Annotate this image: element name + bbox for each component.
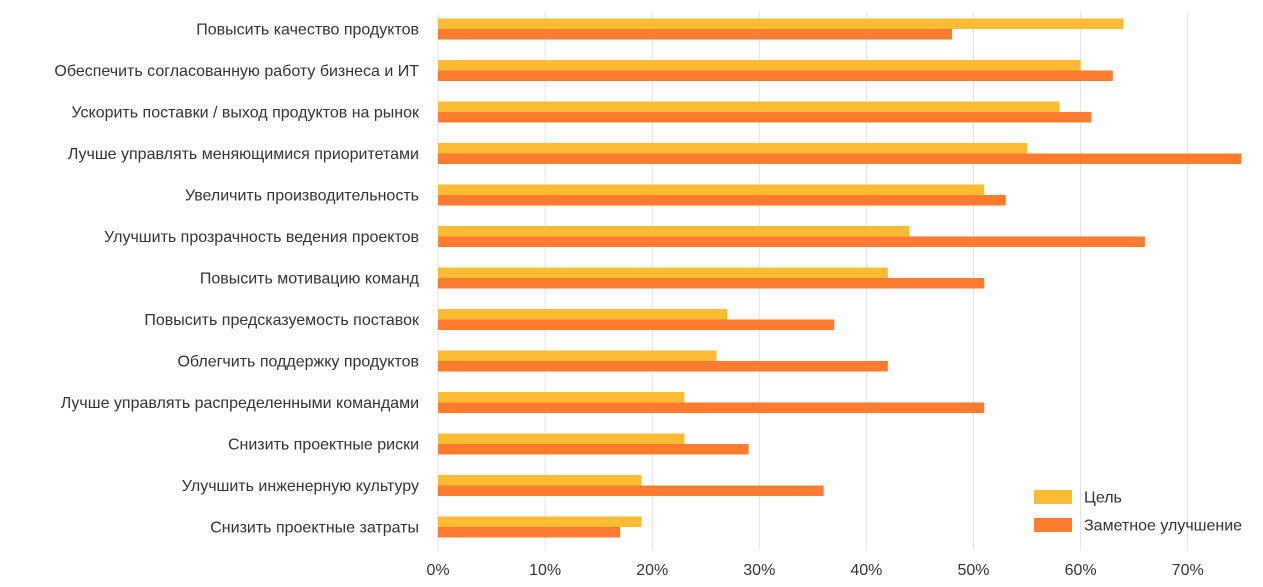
x-axis-ticks: 0% 10% 20% 30% 40% 50% 60% 70% bbox=[426, 562, 1203, 579]
x-tick-label: 10% bbox=[529, 562, 561, 579]
category-label: Снизить проектные затраты bbox=[210, 520, 419, 537]
bar-goal bbox=[438, 143, 1028, 154]
x-tick-label: 60% bbox=[1065, 562, 1097, 579]
bar-improvement bbox=[438, 70, 1113, 81]
category-label: Улучшить инженерную культуру bbox=[182, 478, 419, 495]
category-label: Обеспечить согласованную работу бизнеса … bbox=[54, 63, 419, 80]
bar-improvement bbox=[438, 402, 985, 413]
bar-goal bbox=[438, 267, 888, 278]
category-labels: Повысить качество продуктов Обеспечить со… bbox=[54, 22, 420, 537]
category-label: Увеличить производительность bbox=[185, 188, 419, 205]
legend-label: Цель bbox=[1084, 490, 1122, 507]
x-tick-label: 40% bbox=[850, 562, 882, 579]
bar-improvement bbox=[438, 153, 1242, 164]
x-tick-label: 70% bbox=[1172, 562, 1204, 579]
bar-improvement bbox=[438, 319, 835, 330]
legend-swatch bbox=[1034, 518, 1072, 532]
bar-goal bbox=[438, 309, 728, 320]
category-label: Повысить качество продуктов bbox=[196, 22, 419, 39]
bar-improvement bbox=[438, 29, 953, 40]
legend-swatch bbox=[1034, 490, 1072, 504]
bar-improvement bbox=[438, 527, 621, 538]
x-tick-label: 20% bbox=[636, 562, 668, 579]
category-label: Лучше управлять меняющимися приоритетами bbox=[68, 146, 419, 163]
category-label: Повысить предсказуемость поставок bbox=[144, 312, 420, 329]
x-tick-label: 30% bbox=[743, 562, 775, 579]
bar-goal bbox=[438, 226, 910, 237]
bar-improvement bbox=[438, 236, 1145, 247]
bar-improvement bbox=[438, 112, 1092, 123]
x-tick-label: 0% bbox=[426, 562, 449, 579]
bar-goal bbox=[438, 433, 685, 444]
bar-improvement bbox=[438, 278, 985, 289]
bar-goal bbox=[438, 101, 1060, 112]
bar-goal bbox=[438, 184, 985, 195]
category-label: Лучше управлять распределенными командам… bbox=[61, 395, 419, 412]
legend: Цель Заметное улучшение bbox=[1034, 490, 1242, 535]
bars bbox=[438, 18, 1242, 538]
bar-goal bbox=[438, 18, 1124, 29]
bar-goal bbox=[438, 516, 642, 527]
category-label: Облегчить поддержку продуктов bbox=[177, 354, 419, 371]
bar-improvement bbox=[438, 444, 749, 455]
bar-improvement bbox=[438, 195, 1006, 206]
bar-improvement bbox=[438, 361, 888, 372]
category-label: Улучшить прозрачность ведения проектов bbox=[104, 229, 419, 246]
bar-goal bbox=[438, 60, 1081, 71]
bar-goal bbox=[438, 350, 717, 361]
bar-improvement bbox=[438, 485, 824, 496]
x-tick-label: 50% bbox=[957, 562, 989, 579]
legend-label: Заметное улучшение bbox=[1084, 518, 1242, 535]
category-label: Повысить мотивацию команд bbox=[200, 271, 420, 288]
category-label: Снизить проектные риски bbox=[228, 437, 419, 454]
bar-goal bbox=[438, 392, 685, 403]
category-label: Ускорить поставки / выход продуктов на р… bbox=[71, 105, 420, 122]
bar-goal bbox=[438, 475, 642, 486]
